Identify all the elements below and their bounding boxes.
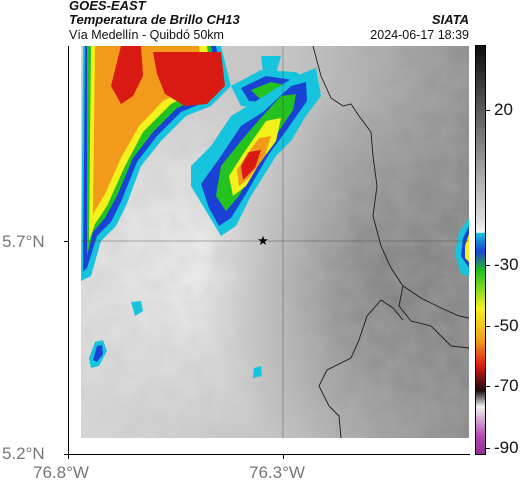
source-label: SIATA <box>431 12 469 27</box>
colorbar-tick <box>486 265 490 266</box>
longitude-label-76.8W: 76.8°W <box>33 463 89 482</box>
convective-cloud-northwest <box>81 46 231 281</box>
satellite-map[interactable]: ★ <box>81 46 469 454</box>
colorbar-label-minus30: -30 <box>494 255 519 274</box>
longitude-label-76.3W: 76.3°W <box>249 463 305 482</box>
convective-cloud-center <box>191 68 321 236</box>
colorbar-tick <box>486 448 490 449</box>
location-subtitle: Vía Medellín - Quibdó 50km <box>69 28 224 42</box>
lat-tick <box>64 241 68 242</box>
latitude-label-5.7N: 5.7°N <box>2 232 45 251</box>
satellite-title: GOES-EAST <box>69 0 146 13</box>
star-icon[interactable]: ★ <box>257 233 269 248</box>
small-cold-cells <box>89 301 262 378</box>
lat-tick <box>64 454 68 455</box>
colorbar-label-minus90: -90 <box>494 438 519 457</box>
colorbar-tick <box>486 326 490 327</box>
lon-tick <box>68 455 69 459</box>
map-axes <box>68 46 470 455</box>
colorbar-label-minus70: -70 <box>494 376 519 395</box>
colorbar-gradient <box>476 46 485 454</box>
colorbar <box>475 45 486 455</box>
colorbar-tick <box>486 110 490 111</box>
brightness-temperature-field: ★ <box>81 46 469 454</box>
colorbar-label-minus50: -50 <box>494 316 519 335</box>
colorbar-tick <box>486 386 490 387</box>
colorbar-label-20: 20 <box>494 100 513 119</box>
lon-tick <box>283 455 284 459</box>
datetime-label: 2024-06-17 18:39 <box>370 28 469 42</box>
administrative-boundaries <box>312 46 469 439</box>
product-title: Temperatura de Brillo CH13 <box>69 12 240 27</box>
latitude-label-5.2N: 5.2°N <box>2 444 45 463</box>
